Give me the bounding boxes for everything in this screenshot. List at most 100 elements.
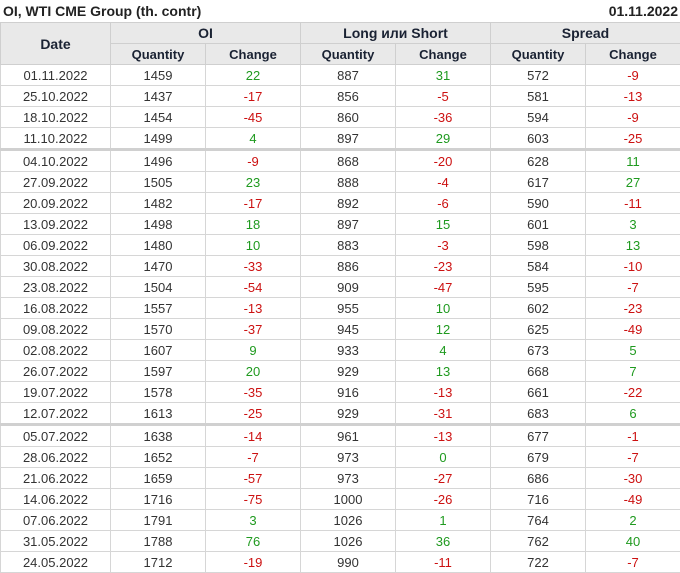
cell-sp-q: 581 [491, 86, 586, 107]
cell-oi-q: 1659 [111, 468, 206, 489]
cell-ls-c: -26 [396, 489, 491, 510]
cell-ls-c: 29 [396, 128, 491, 150]
cell-ls-c: -13 [396, 382, 491, 403]
cell-sp-q: 668 [491, 361, 586, 382]
cell-oi-q: 1638 [111, 425, 206, 447]
cell-sp-q: 602 [491, 298, 586, 319]
cell-sp-q: 716 [491, 489, 586, 510]
cell-sp-c: -13 [586, 86, 680, 107]
cell-ls-q: 929 [301, 361, 396, 382]
cell-ls-c: -13 [396, 425, 491, 447]
cell-sp-q: 764 [491, 510, 586, 531]
cell-sp-q: 595 [491, 277, 586, 298]
cell-ls-c: -31 [396, 403, 491, 425]
cell-oi-q: 1716 [111, 489, 206, 510]
cell-ls-c: 4 [396, 340, 491, 361]
subheader-change: Change [586, 44, 680, 65]
cell-date: 07.06.2022 [1, 510, 111, 531]
cell-ls-q: 973 [301, 447, 396, 468]
cell-oi-c: -17 [206, 86, 301, 107]
cell-sp-q: 686 [491, 468, 586, 489]
cell-ls-c: 12 [396, 319, 491, 340]
cell-oi-c: 3 [206, 510, 301, 531]
cell-sp-q: 677 [491, 425, 586, 447]
cell-oi-q: 1613 [111, 403, 206, 425]
cell-sp-c: 5 [586, 340, 680, 361]
cell-sp-c: -22 [586, 382, 680, 403]
cell-oi-q: 1470 [111, 256, 206, 277]
cell-sp-c: -7 [586, 552, 680, 573]
cell-ls-c: -23 [396, 256, 491, 277]
cell-ls-c: -5 [396, 86, 491, 107]
cell-ls-c: 1 [396, 510, 491, 531]
cell-oi-q: 1504 [111, 277, 206, 298]
cell-date: 11.10.2022 [1, 128, 111, 150]
cell-ls-q: 973 [301, 468, 396, 489]
cell-ls-q: 888 [301, 172, 396, 193]
cell-ls-c: -20 [396, 150, 491, 172]
cell-oi-c: -37 [206, 319, 301, 340]
cell-oi-c: -19 [206, 552, 301, 573]
cell-oi-q: 1597 [111, 361, 206, 382]
subheader-change: Change [396, 44, 491, 65]
cell-sp-q: 594 [491, 107, 586, 128]
cell-ls-c: 31 [396, 65, 491, 86]
cell-sp-c: -23 [586, 298, 680, 319]
cell-sp-c: 13 [586, 235, 680, 256]
cell-oi-q: 1712 [111, 552, 206, 573]
cell-ls-q: 1026 [301, 510, 396, 531]
cell-sp-c: 6 [586, 403, 680, 425]
cell-date: 01.11.2022 [1, 65, 111, 86]
cell-ls-q: 1026 [301, 531, 396, 552]
cell-oi-q: 1498 [111, 214, 206, 235]
cell-sp-c: -9 [586, 65, 680, 86]
cell-ls-c: 15 [396, 214, 491, 235]
cell-sp-q: 722 [491, 552, 586, 573]
cell-sp-c: 7 [586, 361, 680, 382]
cell-date: 23.08.2022 [1, 277, 111, 298]
header-date: Date [1, 23, 111, 65]
cell-date: 02.08.2022 [1, 340, 111, 361]
title-bar: OI, WTI CME Group (th. contr) 01.11.2022 [0, 0, 680, 22]
cell-ls-q: 1000 [301, 489, 396, 510]
cell-sp-q: 584 [491, 256, 586, 277]
report-date: 01.11.2022 [609, 3, 678, 19]
cell-oi-q: 1570 [111, 319, 206, 340]
cell-oi-c: -54 [206, 277, 301, 298]
cell-sp-q: 601 [491, 214, 586, 235]
cell-date: 19.07.2022 [1, 382, 111, 403]
cell-ls-q: 929 [301, 403, 396, 425]
cell-sp-c: 11 [586, 150, 680, 172]
cell-sp-q: 625 [491, 319, 586, 340]
cell-ls-q: 860 [301, 107, 396, 128]
cell-oi-q: 1437 [111, 86, 206, 107]
cell-oi-c: -33 [206, 256, 301, 277]
cell-sp-c: 2 [586, 510, 680, 531]
cell-ls-c: 13 [396, 361, 491, 382]
cell-ls-q: 961 [301, 425, 396, 447]
cell-ls-q: 933 [301, 340, 396, 361]
cell-ls-q: 916 [301, 382, 396, 403]
cell-sp-c: -49 [586, 489, 680, 510]
cell-oi-q: 1791 [111, 510, 206, 531]
cell-oi-c: 76 [206, 531, 301, 552]
cell-ls-c: -47 [396, 277, 491, 298]
cell-oi-q: 1788 [111, 531, 206, 552]
cell-ls-q: 886 [301, 256, 396, 277]
cell-date: 25.10.2022 [1, 86, 111, 107]
cell-date: 26.07.2022 [1, 361, 111, 382]
cell-ls-q: 897 [301, 214, 396, 235]
